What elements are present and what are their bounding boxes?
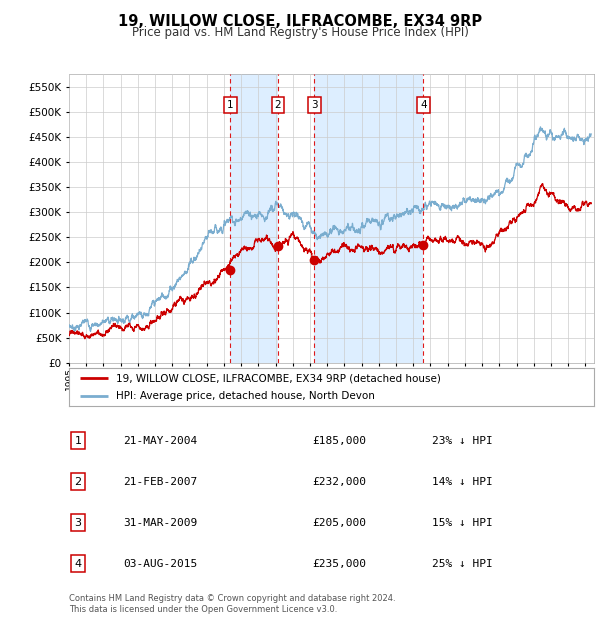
Text: 25% ↓ HPI: 25% ↓ HPI: [432, 559, 493, 569]
Text: 31-MAR-2009: 31-MAR-2009: [123, 518, 197, 528]
Bar: [230, 74, 278, 363]
Text: 1: 1: [74, 436, 82, 446]
Text: Price paid vs. HM Land Registry's House Price Index (HPI): Price paid vs. HM Land Registry's House …: [131, 26, 469, 39]
Text: 3: 3: [311, 100, 317, 110]
Text: 19, WILLOW CLOSE, ILFRACOMBE, EX34 9RP (detached house): 19, WILLOW CLOSE, ILFRACOMBE, EX34 9RP (…: [116, 373, 441, 383]
Text: Contains HM Land Registry data © Crown copyright and database right 2024.: Contains HM Land Registry data © Crown c…: [69, 593, 395, 603]
Text: This data is licensed under the Open Government Licence v3.0.: This data is licensed under the Open Gov…: [69, 604, 337, 614]
Text: £205,000: £205,000: [312, 518, 366, 528]
Text: 23% ↓ HPI: 23% ↓ HPI: [432, 436, 493, 446]
Text: £185,000: £185,000: [312, 436, 366, 446]
Text: HPI: Average price, detached house, North Devon: HPI: Average price, detached house, Nort…: [116, 391, 375, 402]
Text: 2: 2: [274, 100, 281, 110]
Bar: [314, 74, 424, 363]
Text: 2: 2: [74, 477, 82, 487]
Text: 19, WILLOW CLOSE, ILFRACOMBE, EX34 9RP: 19, WILLOW CLOSE, ILFRACOMBE, EX34 9RP: [118, 14, 482, 29]
Text: £235,000: £235,000: [312, 559, 366, 569]
Text: 15% ↓ HPI: 15% ↓ HPI: [432, 518, 493, 528]
Text: 4: 4: [420, 100, 427, 110]
Text: 3: 3: [74, 518, 82, 528]
Text: 4: 4: [74, 559, 82, 569]
Text: 14% ↓ HPI: 14% ↓ HPI: [432, 477, 493, 487]
Text: 03-AUG-2015: 03-AUG-2015: [123, 559, 197, 569]
Text: 21-MAY-2004: 21-MAY-2004: [123, 436, 197, 446]
Text: 21-FEB-2007: 21-FEB-2007: [123, 477, 197, 487]
Text: £232,000: £232,000: [312, 477, 366, 487]
Text: 1: 1: [227, 100, 234, 110]
